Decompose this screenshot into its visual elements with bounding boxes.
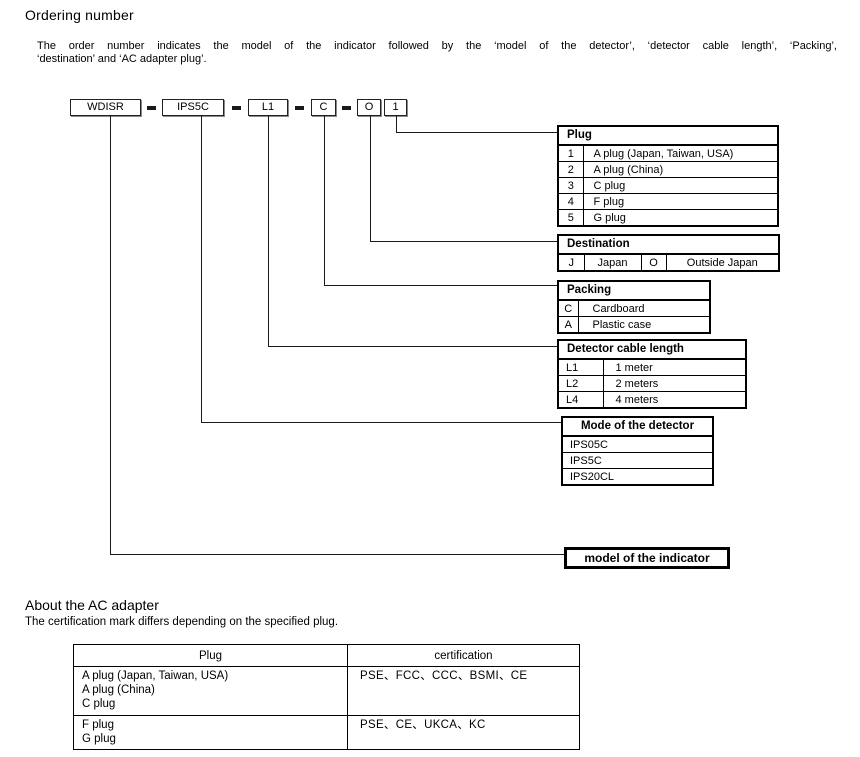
order-segment-destination: O xyxy=(357,99,381,116)
ac-plug-line: A plug (Japan, Taiwan, USA) xyxy=(82,670,229,682)
ac-col-plug: Plug xyxy=(73,644,348,667)
plug-code: 1 xyxy=(557,144,584,162)
connector-plug-horizontal xyxy=(396,132,558,133)
packing-table: Packing C Cardboard A Plastic case xyxy=(557,280,711,334)
table-row: A plug (Japan, Taiwan, USA) A plug (Chin… xyxy=(73,666,580,716)
table-header-row: Plug certification xyxy=(73,644,580,667)
plug-code: 2 xyxy=(557,161,584,178)
ac-plug-line: G plug xyxy=(82,733,116,745)
intro-line-1: The order number indicates the model of … xyxy=(37,40,837,52)
dash-separator xyxy=(147,106,156,110)
table-row: 3 C plug xyxy=(557,177,779,194)
dash-separator xyxy=(295,106,304,110)
packing-code: C xyxy=(557,299,579,317)
dash-separator xyxy=(342,106,351,110)
table-row: L4 4 meters xyxy=(557,391,747,409)
ac-section-title: About the AC adapter xyxy=(25,597,159,613)
connector-indicator-vertical xyxy=(110,116,111,555)
cable-length-table: Detector cable length L1 1 meter L2 2 me… xyxy=(557,339,747,409)
plug-desc: C plug xyxy=(582,177,779,194)
table-row: IPS5C xyxy=(561,452,714,469)
packing-desc: Plastic case xyxy=(577,316,711,334)
table-row: C Cardboard xyxy=(557,299,711,317)
plug-code: 5 xyxy=(557,209,584,227)
table-row: IPS20CL xyxy=(561,468,714,486)
connector-cable-horizontal xyxy=(268,346,558,347)
ac-certification-value: PSE、CE、UKCA、KC xyxy=(347,715,580,750)
indicator-label-box: model of the indicator xyxy=(564,547,730,569)
detector-mode-table: Mode of the detector IPS05C IPS5C IPS20C… xyxy=(561,416,714,486)
connector-indicator-horizontal xyxy=(110,554,566,555)
order-segment-indicator: WDISR xyxy=(70,99,141,116)
cable-table-title: Detector cable length xyxy=(558,340,746,360)
ac-certification-table: Plug certification A plug (Japan, Taiwan… xyxy=(73,644,580,750)
detector-model: IPS20CL xyxy=(561,468,714,486)
plug-table: Plug 1 A plug (Japan, Taiwan, USA) 2 A p… xyxy=(557,125,779,227)
table-row: L1 1 meter xyxy=(557,358,747,376)
connector-destination-horizontal xyxy=(370,241,558,242)
ac-plug-group: F plug G plug xyxy=(73,715,348,750)
connector-detector-vertical xyxy=(201,116,202,423)
plug-code: 4 xyxy=(557,193,584,210)
table-row: F plug G plug PSE、CE、UKCA、KC xyxy=(73,715,580,750)
table-row: L2 2 meters xyxy=(557,375,747,392)
destination-desc: Japan xyxy=(583,253,642,272)
detector-model: IPS05C xyxy=(561,435,714,453)
plug-desc: A plug (China) xyxy=(582,161,779,178)
connector-detector-horizontal xyxy=(201,422,563,423)
table-row: 5 G plug xyxy=(557,209,779,227)
order-segment-cable: L1 xyxy=(248,99,288,116)
packing-code: A xyxy=(557,316,579,334)
order-segment-detector: IPS5C xyxy=(162,99,224,116)
connector-cable-vertical xyxy=(268,116,269,347)
plug-desc: G plug xyxy=(582,209,779,227)
packing-desc: Cardboard xyxy=(577,299,711,317)
cable-code: L1 xyxy=(557,358,604,376)
table-row: IPS05C xyxy=(561,435,714,453)
destination-desc: Outside Japan xyxy=(665,253,780,272)
connector-destination-vertical xyxy=(370,116,371,242)
connector-packing-vertical xyxy=(324,116,325,286)
packing-table-title: Packing xyxy=(558,281,710,301)
cable-code: L4 xyxy=(557,391,604,409)
ac-plug-line: C plug xyxy=(82,698,116,710)
ac-plug-group: A plug (Japan, Taiwan, USA) A plug (Chin… xyxy=(73,666,348,716)
table-row: 2 A plug (China) xyxy=(557,161,779,178)
table-row: J Japan O Outside Japan xyxy=(557,253,780,272)
cable-desc: 2 meters xyxy=(602,375,747,392)
detector-model: IPS5C xyxy=(561,452,714,469)
plug-code: 3 xyxy=(557,177,584,194)
ac-plug-line: F plug xyxy=(82,719,114,731)
plug-desc: F plug xyxy=(582,193,779,210)
destination-code: O xyxy=(640,253,667,272)
dash-separator xyxy=(232,106,241,110)
table-row: 1 A plug (Japan, Taiwan, USA) xyxy=(557,144,779,162)
cable-code: L2 xyxy=(557,375,604,392)
destination-table-title: Destination xyxy=(558,235,779,255)
table-row: 4 F plug xyxy=(557,193,779,210)
destination-code: J xyxy=(557,253,585,272)
order-segment-plug: 1 xyxy=(384,99,407,116)
detector-table-title: Mode of the detector xyxy=(562,417,713,437)
intro-line-2: ‘destination’ and ‘AC adapter plug’. xyxy=(37,53,207,65)
intro-paragraph: The order number indicates the model of … xyxy=(37,40,837,66)
ac-col-certification: certification xyxy=(347,644,580,667)
connector-plug-vertical xyxy=(396,116,397,133)
connector-packing-horizontal xyxy=(324,285,558,286)
cable-desc: 4 meters xyxy=(602,391,747,409)
page-title: Ordering number xyxy=(25,7,134,23)
table-row: A Plastic case xyxy=(557,316,711,334)
plug-desc: A plug (Japan, Taiwan, USA) xyxy=(582,144,779,162)
ac-section-subtitle: The certification mark differs depending… xyxy=(25,616,339,628)
ac-plug-line: A plug (China) xyxy=(82,684,155,696)
cable-desc: 1 meter xyxy=(602,358,747,376)
ac-certification-value: PSE、FCC、CCC、BSMI、CE xyxy=(347,666,580,716)
destination-table: Destination J Japan O Outside Japan xyxy=(557,234,780,272)
order-segment-packing: C xyxy=(311,99,336,116)
plug-table-title: Plug xyxy=(558,126,778,146)
